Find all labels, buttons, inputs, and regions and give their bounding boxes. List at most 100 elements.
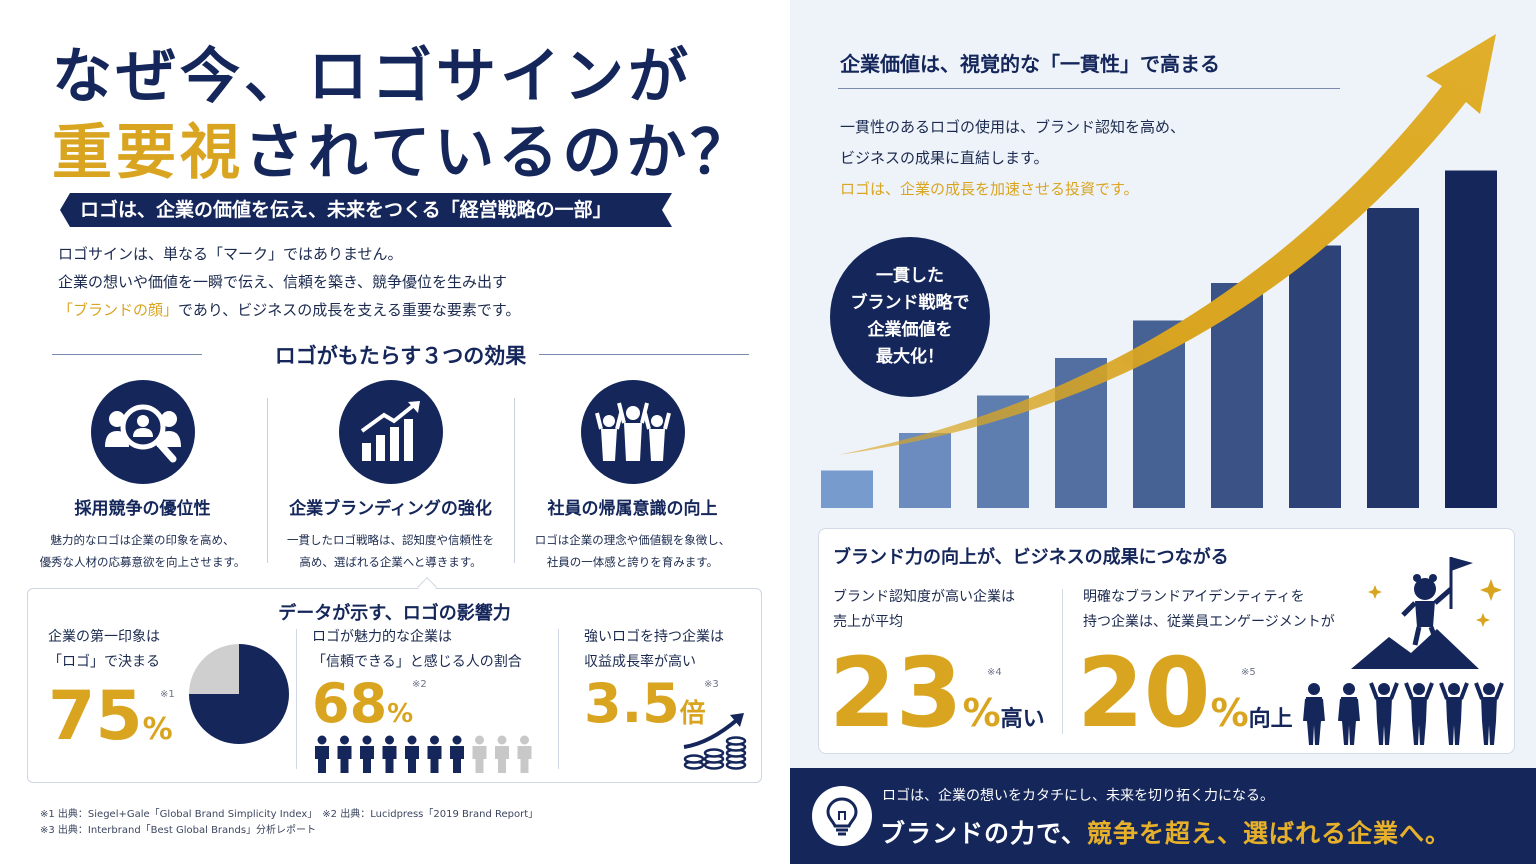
- person-filled-icon: [337, 735, 352, 773]
- stat-label: ブランド認知度が高い企業は: [833, 589, 1015, 605]
- title-rest: されているのか？: [244, 118, 755, 188]
- stat-label: ロゴが魅力的な企業は: [312, 629, 452, 645]
- divider: [514, 398, 515, 563]
- footnote-mark: ※5: [1241, 667, 1256, 678]
- effects-heading: ロゴがもたらす３つの効果: [52, 340, 749, 370]
- page-title-line1: なぜ今、ロゴサインが: [52, 42, 692, 112]
- intro-line2: 企業の想いや価値を一瞬で伝え、信頼を築き、競争優位を生み出す: [58, 273, 507, 291]
- people-ratio-icons: [315, 735, 532, 773]
- intro-text: ロゴサインは、単なる「マーク」ではありません。 企業の想いや価値を一瞬で伝え、信…: [58, 240, 520, 324]
- badge-line: 一貫した: [876, 266, 944, 286]
- person-icon: [1369, 682, 1399, 745]
- stat-value-row: 75% ※1: [48, 683, 175, 751]
- footnote-mark: ※4: [987, 667, 1002, 678]
- effect-desc-line: 魅力的なロゴは企業の印象を高め、: [50, 533, 235, 547]
- stat-sales: ブランド認知度が高い企業は 売上が平均: [833, 585, 1015, 635]
- growth-bar: [1289, 245, 1341, 508]
- effect-recruiting: 採用競争の優位性 魅力的なロゴは企業の印象を高め、 優秀な人材の応募意欲を向上させ…: [20, 380, 265, 573]
- coins-growth-icon: [683, 713, 747, 770]
- stat-label: 強いロゴを持つ企業は: [584, 629, 724, 645]
- footnote-mark: ※1: [160, 689, 175, 700]
- person-icon: [1439, 682, 1469, 745]
- pie-slice-main: [189, 644, 289, 744]
- divider: [838, 88, 1340, 89]
- stat-unit: %: [387, 699, 414, 729]
- stat-value-row: 23%高い: [829, 645, 1045, 741]
- person-filled-icon: [360, 735, 374, 773]
- intro-line1: ロゴサインは、単なる「マーク」ではありません。: [58, 245, 403, 263]
- effect-desc-line: 社員の一体感と誇りを育みます。: [546, 555, 719, 569]
- brand-results-box: ブランド力の向上が、ビジネスの成果につながる ブランド認知度が高い企業は 売上が…: [818, 528, 1515, 754]
- growth-bar: [1367, 208, 1419, 508]
- footer-banner: ロゴは、企業の想いをカタチにし、未来を切り拓く力になる。 ブランドの力で、競争を…: [790, 768, 1536, 864]
- stat-trust: ロゴが魅力的な企業は 「信頼できる」と感じる人の割合 68% ※2: [312, 625, 522, 731]
- stat-label: 明確なブランドアイデンティティを: [1083, 589, 1305, 605]
- effect-desc-line: 高め、選ばれる企業へと導きます。: [299, 555, 482, 569]
- footer-slogan: ブランドの力で、競争を超え、選ばれる企業へ。: [880, 814, 1451, 850]
- footer-slogan-part: ブランドの力で、: [880, 819, 1088, 848]
- effect-desc: ロゴは企業の理念や価値観を象徴し、 社員の一体感と誇りを育みます。: [510, 529, 755, 573]
- sources: ※1 出典：Siegel+Gale「Global Brand Simplicit…: [40, 807, 538, 839]
- footer-slogan-highlight: 競争を超え、選ばれる企業へ。: [1087, 819, 1452, 848]
- footer-tagline: ロゴは、企業の想いをカタチにし、未来を切り拓く力になる。: [882, 788, 1274, 804]
- stat-value-row: 68% ※2: [312, 677, 522, 731]
- right-text: 一貫性のあるロゴの使用は、ブランド認知を高め、 ビジネスの成果に直結します。 ロ…: [840, 112, 1185, 205]
- stat-label: 収益成長率が高い: [584, 654, 696, 670]
- right-text-highlight: ロゴは、企業の成長を加速させる投資です。: [840, 180, 1139, 198]
- effects-heading-text: ロゴがもたらす３つの効果: [274, 344, 527, 368]
- team-cheer-icon: [580, 380, 685, 484]
- stat-value: 3.5: [584, 672, 680, 735]
- divider: [296, 629, 297, 769]
- effect-title: 企業ブランディングの強化: [289, 499, 492, 519]
- person-empty-icon: [517, 735, 532, 773]
- person-filled-icon: [427, 735, 442, 773]
- badge-line: ブランド戦略で: [850, 293, 970, 313]
- stat-label: 持つ企業は、従業員エンゲージメントが: [1083, 614, 1335, 630]
- strategy-badge: 一貫した ブランド戦略で 企業価値を 最大化！: [830, 237, 990, 397]
- growth-bar: [899, 433, 951, 508]
- effect-desc: 一貫したロゴ戦略は、認知度や信頼性を 高め、選ばれる企業へと導きます。: [268, 529, 513, 573]
- person-filled-icon: [450, 735, 464, 773]
- data-section: データが示す、ロゴの影響力 企業の第一印象は 「ロゴ」で決まる 75% ※1 ロ…: [27, 577, 762, 783]
- person-icon: [1404, 682, 1434, 745]
- effect-branding: 企業ブランディングの強化 一貫したロゴ戦略は、認知度や信頼性を 高め、選ばれる企業…: [268, 380, 513, 573]
- stat-value: 23: [829, 637, 963, 749]
- stat-unit: %: [1210, 691, 1249, 735]
- stat-suffix: 高い: [1000, 707, 1045, 732]
- right-text-line: 一貫性のあるロゴの使用は、ブランド認知を高め、: [840, 118, 1186, 136]
- person-empty-icon: [472, 735, 487, 773]
- stat-first-impression: 企業の第一印象は 「ロゴ」で決まる 75% ※1: [48, 625, 175, 751]
- person-empty-icon: [495, 735, 509, 773]
- effect-title: 採用競争の優位性: [74, 499, 211, 519]
- divider: [539, 354, 749, 355]
- growth-bar-chart: [821, 34, 1497, 508]
- pie-chart: [189, 644, 289, 744]
- effect-desc-line: 優秀な人材の応募意欲を向上させます。: [39, 555, 246, 569]
- stat-value-row: 3.5倍 ※3: [584, 677, 724, 731]
- badge-line: 最大化！: [876, 347, 944, 367]
- person-filled-icon: [382, 735, 397, 773]
- effect-desc: 魅力的なロゴは企業の印象を高め、 優秀な人材の応募意欲を向上させます。: [20, 529, 265, 573]
- stat-label: 「ロゴ」で決まる: [48, 654, 160, 670]
- stat-unit: 倍: [679, 699, 706, 729]
- right-heading: 企業価値は、視覚的な「一貫性」で高まる: [840, 52, 1220, 76]
- callout-notch: [417, 577, 437, 597]
- person-icon: [1474, 682, 1504, 745]
- source-line: ※3 出典：Interbrand「Best Global Brands」分析レポ…: [40, 825, 317, 836]
- divider: [52, 354, 202, 355]
- stat-suffix: 向上: [1248, 707, 1293, 732]
- stat-unit: %: [962, 691, 1001, 735]
- stat-unit: %: [142, 712, 173, 747]
- strategy-banner: ロゴは、企業の価値を伝え、未来をつくる「経営戦略の一部」: [60, 193, 672, 227]
- source-line: ※1 出典：Siegel+Gale「Global Brand Simplicit…: [40, 809, 539, 820]
- recruit-search-icon: [90, 380, 195, 484]
- person-filled-icon: [405, 735, 419, 773]
- cheering-people-icons: [1303, 682, 1504, 745]
- stat-label: 「信頼できる」と感じる人の割合: [312, 654, 522, 670]
- stat-label: 企業の第一印象は: [48, 629, 160, 645]
- data-section-title: データが示す、ロゴの影響力: [278, 603, 511, 624]
- growth-bar: [1445, 170, 1497, 508]
- stat-value-row: 20%向上: [1077, 645, 1293, 741]
- intro-highlight: 「ブランドの顔」: [58, 301, 179, 319]
- footnote-mark: ※2: [412, 679, 427, 690]
